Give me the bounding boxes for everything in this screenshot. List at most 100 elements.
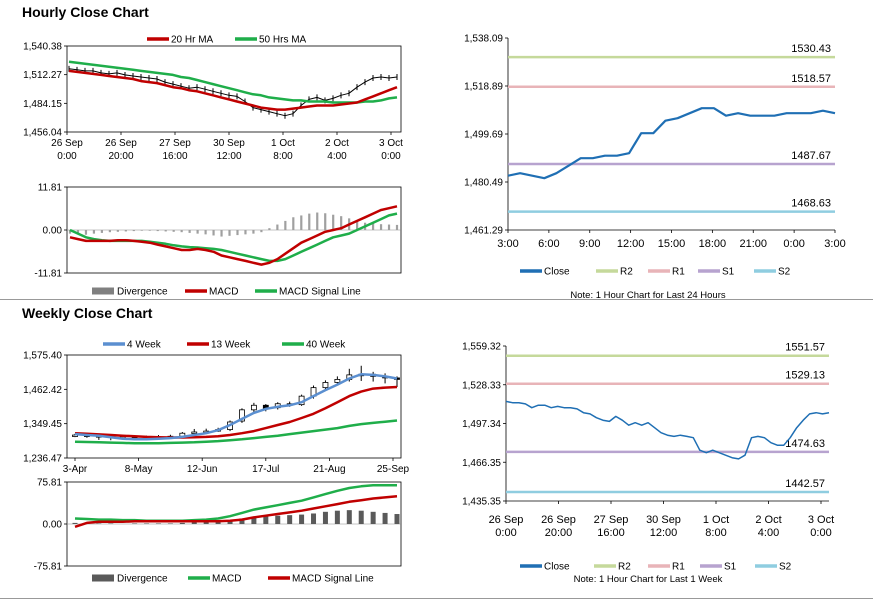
legend-40-week-label: 40 Week [306,340,346,351]
weekly-divergence-bar [275,515,281,524]
weekly-price-y-tick: 1,349.45 [23,419,62,430]
weekly-price-plot [66,354,402,459]
hourly-price-x-tick: 3 Oct [379,138,403,149]
hourly-levels-y-tick: 1,461.29 [464,226,503,237]
weekly-divergence-bar [239,518,245,524]
weekly-levels-x-tick: 16:00 [597,527,625,539]
weekly-divergence-bar [155,523,161,524]
legend-13-week-label: 13 Week [211,340,251,351]
hourly-s1-label: 1487.67 [791,150,831,162]
bottom-divider [0,598,873,599]
weekly-candle-body [239,409,245,422]
weekly-divergence-bar [322,511,328,524]
hourly-ma20-line [68,69,398,111]
hourly-price-x-tick: 1 Oct [271,138,295,149]
weekly-levels-x-tick: 8:00 [705,527,726,539]
legend-weekly-r2-label: R2 [618,562,631,573]
hourly-r1-label: 1518.57 [791,73,831,85]
weekly-macd-line [74,483,397,522]
legend-hourly-r1-label: R1 [672,267,685,278]
hourly-levels-x-tick: 0:00 [783,238,804,250]
weekly-candle-body [250,404,257,411]
hourly-price-x-tick: 2 Oct [325,138,349,149]
weekly-levels-close-line [505,400,830,460]
legend-hourly-close-label: Close [544,267,570,278]
hourly-levels-x-tick: 6:00 [538,238,559,250]
weekly-divergence-bar [203,521,209,524]
weekly-ma13-line [74,385,398,439]
hourly-price-y-tick: 1,540.38 [23,42,62,53]
weekly-divergence-bar [108,523,114,524]
hourly-levels-y-tick: 1,518.89 [464,82,503,93]
section-divider [0,299,873,300]
hourly-price-x-tick: 27 Sep [159,138,191,149]
legend-hourly-s1-label: S1 [722,267,735,278]
weekly-levels-x-tick: 20:00 [545,527,573,539]
legend-hourly-signal-label: MACD Signal Line [279,287,361,298]
legend-hourly-s2-label: S2 [778,267,791,278]
weekly-divergence-bar [370,511,376,524]
weekly-divergence-bar [334,510,340,524]
weekly-divergence-bar [346,510,352,524]
weekly-signal-line [74,495,398,528]
hourly-price-x-tick: 26 Sep [105,138,137,149]
weekly-divergence-bar [215,521,221,524]
weekly-divergence-bar [358,510,364,524]
legend-50hr-ma-label: 50 Hrs MA [259,35,307,46]
weekly-price-x-tick: 25-Sep [377,464,410,475]
hourly-price-y-tick: 1,484.15 [23,99,62,110]
hourly-price-y-tick: 1,512.27 [23,70,62,81]
weekly-divergence-bar [382,512,388,524]
hourly-macd-y-tick: -11.81 [34,269,62,280]
weekly-divergence-bar [167,523,173,524]
weekly-macd-y-tick: 75.81 [37,478,62,489]
hourly-levels-y-tick: 1,499.69 [464,130,503,141]
weekly-levels-x-tick: 26 Sep [541,514,576,526]
weekly-macd-y-tick: -75.81 [34,562,63,573]
legend-hourly-divergence-swatch [92,287,114,295]
hourly-macd-line [69,205,398,266]
legend-weekly-divergence-swatch [92,574,114,582]
legend-hourly-divergence-label: Divergence [117,287,168,298]
weekly-divergence-bar [144,523,150,524]
weekly-divergence-bar [227,520,233,524]
hourly-r2-label: 1530.43 [791,43,831,55]
legend-4-week-label: 4 Week [127,340,162,351]
hourly-price-x-tick: 0:00 [57,151,77,162]
hourly-macd-y-tick: 11.81 [38,183,63,194]
weekly-price-x-tick: 17-Jul [252,464,279,475]
weekly-levels-x-tick: 26 Sep [489,514,524,526]
weekly-levels-y-tick: 1,528.33 [462,380,501,391]
weekly-ma40-line [74,419,398,445]
hourly-levels-close-line [507,107,836,180]
weekly-r2-label: 1551.57 [785,342,825,354]
weekly-ma4-line [74,373,398,441]
legend-20hr-ma-label: 20 Hr MA [171,35,214,46]
hourly-price-x-tick: 12:00 [216,151,241,162]
hourly-levels-y-tick: 1,538.09 [464,34,503,45]
weekly-price-y-tick: 1,575.40 [23,351,62,362]
weekly-macd-y-tick: 0.00 [43,520,63,531]
hourly-levels-x-tick: 9:00 [579,238,600,250]
weekly-levels-x-tick: 2 Oct [755,514,781,526]
weekly-s2-label: 1442.57 [785,478,825,490]
hourly-levels-note: Note: 1 Hour Chart for Last 24 Hours [570,290,725,301]
weekly-divergence-bar [287,515,293,524]
weekly-divergence-bar [132,523,138,524]
hourly-levels-x-tick: 21:00 [739,238,767,250]
weekly-divergence-bar [72,522,78,524]
weekly-section-title: Weekly Close Chart [22,305,153,321]
weekly-divergence-bar [263,516,269,524]
weekly-levels-y-tick: 1,497.34 [462,419,501,430]
hourly-price-x-tick: 26 Sep [51,138,83,149]
hourly-price-x-tick: 20:00 [108,151,133,162]
weekly-levels-y-tick: 1,435.35 [462,497,501,508]
hourly-close-line [68,68,398,117]
legend-weekly-macd-label: MACD [212,574,241,585]
legend-weekly-r1-label: R1 [672,562,685,573]
weekly-levels-x-tick: 0:00 [810,527,831,539]
weekly-levels-x-tick: 27 Sep [594,514,629,526]
weekly-price-y-tick: 1,236.47 [23,454,62,465]
hourly-price-x-tick: 0:00 [381,151,401,162]
